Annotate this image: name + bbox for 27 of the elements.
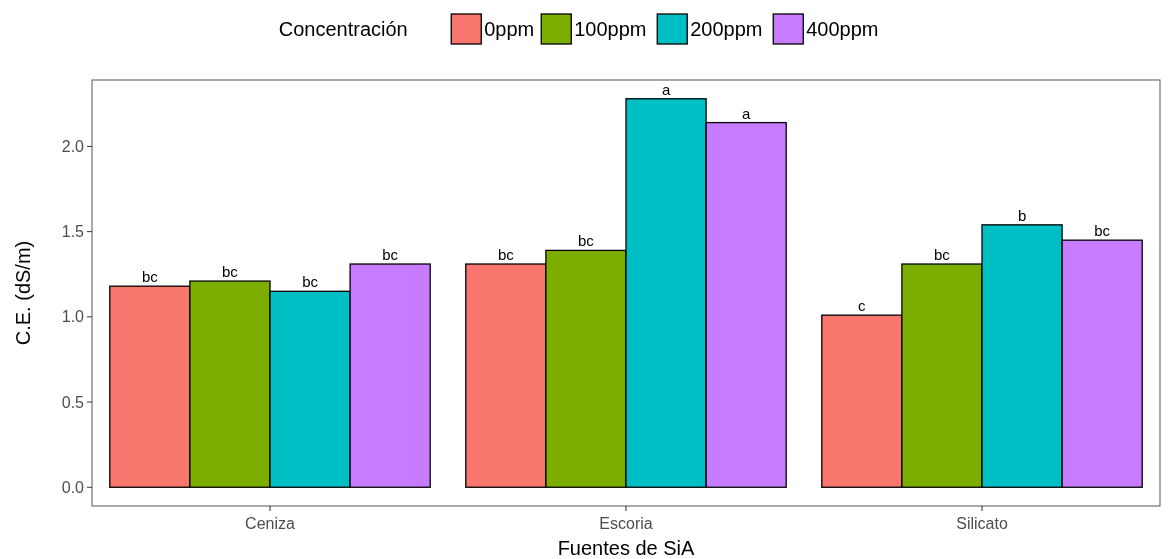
data-label: bc	[222, 263, 239, 281]
y-tick-label: 1.5	[61, 223, 85, 241]
y-tick-label: 2.0	[61, 138, 85, 156]
data-label: a	[741, 104, 751, 122]
data-label: bc	[1094, 222, 1111, 240]
data-label: bc	[934, 246, 951, 264]
legend-label: 400ppm	[806, 18, 879, 40]
x-tick-label: Escoria	[599, 515, 653, 532]
y-tick-label: 0.0	[61, 478, 85, 496]
data-label: bc	[302, 273, 319, 291]
legend-label: 200ppm	[690, 18, 763, 40]
data-label: bc	[497, 246, 515, 264]
y-tick-label: 1.0	[61, 308, 85, 326]
data-label: bc	[382, 246, 399, 264]
y-axis-title: C.E. (dS/m)	[12, 240, 34, 346]
data-label: c	[858, 297, 867, 315]
legend-title: Concentración	[278, 18, 408, 40]
x-axis-title: Fuentes de SiA	[557, 537, 696, 559]
data-label: a	[661, 80, 671, 98]
legend-label: 0ppm	[484, 18, 535, 40]
x-tick-label: Ceniza	[245, 515, 295, 532]
legend-label: 100ppm	[574, 18, 647, 40]
x-tick-label: Silicato	[956, 515, 1008, 532]
y-tick-label: 0.5	[61, 393, 85, 411]
data-label: b	[1017, 206, 1027, 224]
data-label: bc	[578, 232, 595, 250]
data-label: bc	[141, 268, 159, 286]
